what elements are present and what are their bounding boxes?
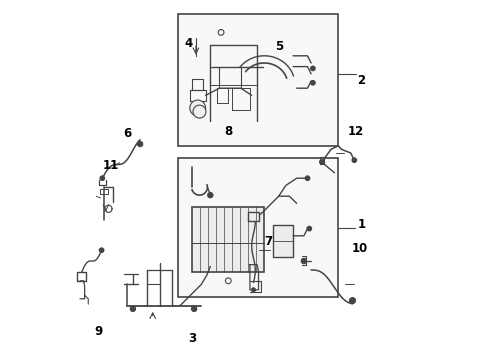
Circle shape (191, 306, 196, 311)
Circle shape (319, 160, 324, 164)
Text: 8: 8 (224, 125, 232, 138)
Circle shape (305, 176, 309, 180)
Circle shape (189, 100, 205, 116)
Text: 5: 5 (274, 40, 282, 53)
Bar (178, 14, 337, 146)
Circle shape (310, 66, 314, 71)
Text: 4: 4 (184, 37, 192, 50)
Text: 7: 7 (264, 235, 271, 248)
Circle shape (349, 298, 355, 303)
Text: 11: 11 (103, 159, 119, 172)
Circle shape (130, 306, 135, 311)
Circle shape (137, 141, 142, 147)
Bar (178, 158, 337, 297)
Circle shape (306, 226, 311, 231)
Text: 2: 2 (357, 75, 365, 87)
Circle shape (218, 30, 224, 35)
Text: 1: 1 (357, 219, 365, 231)
Circle shape (207, 193, 212, 198)
Text: 9: 9 (94, 325, 102, 338)
Text: 12: 12 (347, 125, 364, 138)
Circle shape (310, 81, 314, 85)
Text: 10: 10 (351, 242, 367, 255)
Circle shape (251, 288, 255, 292)
Circle shape (193, 105, 205, 118)
Text: 6: 6 (123, 127, 131, 140)
Circle shape (301, 258, 306, 264)
Circle shape (351, 158, 356, 162)
Circle shape (100, 176, 104, 180)
Bar (273, 225, 292, 257)
Bar (192, 207, 264, 272)
Text: 3: 3 (188, 332, 196, 345)
Circle shape (99, 248, 103, 252)
Circle shape (225, 278, 231, 284)
